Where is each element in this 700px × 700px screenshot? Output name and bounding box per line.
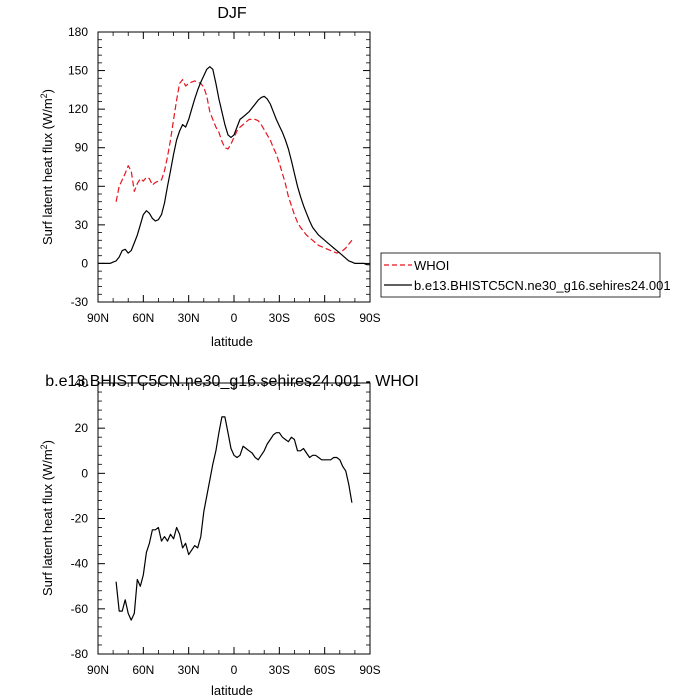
y-axis-label: Surf latent heat flux (W/m2): [39, 89, 55, 245]
plot-frame: [97, 31, 371, 303]
x-tick-label: 90N: [87, 311, 109, 325]
y-axis-label-difference: Surf latent heat flux (W/m2): [39, 440, 55, 596]
chart-legend: WHOI b.e13.BHISTC5CN.ne30_g16.sehires24.…: [380, 252, 671, 298]
y-tick-label: 180: [68, 25, 88, 39]
y-tick-label: -60: [71, 602, 89, 616]
y-axis-label-end-difference: ): [40, 440, 55, 444]
x-tick-label: 60S: [314, 311, 335, 325]
chart-title-difference: b.e13.BHISTC5CN.ne30_g16.sehires24.001 -…: [45, 373, 419, 390]
chart-panel-djf: DJF -30 0 30 60 90 120 150 180 90N 60N 30N 0 30S 60S…: [39, 5, 381, 349]
y-tick-label: 20: [75, 421, 89, 435]
legend-label-whoi: WHOI: [414, 258, 449, 273]
legend-label-model: b.e13.BHISTC5CN.ne30_g16.sehires24.001: [414, 278, 671, 293]
x-axis-ticks: 90N 60N 30N 0 30S 60S 90S: [87, 32, 381, 325]
plot-frame-difference: [97, 382, 371, 655]
x-tick-label: 60S: [314, 663, 335, 677]
x-tick-label: 0: [231, 663, 238, 677]
y-tick-label: -40: [71, 557, 89, 571]
series-line-0: [115, 416, 353, 621]
y-tick-label: 90: [75, 141, 89, 155]
y-tick-label: 60: [75, 179, 89, 193]
y-axis-ticks-difference: -80 -60 -40 -20 0 20 40: [71, 376, 370, 661]
y-axis-ticks: -30 0 30 60 90 120 150 180: [68, 25, 370, 309]
x-tick-label: 0: [231, 311, 238, 325]
y-tick-label: -20: [71, 512, 89, 526]
y-tick-label: 40: [75, 376, 89, 390]
y-tick-label: 30: [75, 218, 89, 232]
x-axis-label-difference: latitude: [211, 683, 253, 698]
series-lines: [98, 66, 370, 266]
chart-panel-difference: b.e13.BHISTC5CN.ne30_g16.sehires24.001 -…: [39, 373, 419, 698]
series-line-1: [98, 66, 370, 266]
series-line-0: [115, 78, 353, 254]
series-lines-difference: [115, 416, 353, 621]
x-tick-label: 30S: [269, 663, 290, 677]
legend-box: [380, 252, 661, 298]
x-tick-label: 30N: [178, 663, 200, 677]
y-tick-label: -30: [71, 295, 89, 309]
y-tick-label: 120: [68, 102, 88, 116]
x-tick-label: 30S: [269, 311, 290, 325]
x-tick-label: 60N: [132, 311, 154, 325]
x-tick-label: 90S: [359, 311, 380, 325]
y-tick-label: -80: [71, 647, 89, 661]
y-axis-label-superscript-difference: 2: [39, 444, 49, 449]
y-axis-label-end: ): [40, 89, 55, 93]
x-tick-label: 60N: [132, 663, 154, 677]
y-tick-label: 0: [81, 466, 88, 480]
x-axis-ticks-difference: 90N 60N 30N 0 30S 60S 90S: [87, 383, 381, 677]
x-tick-label: 90S: [359, 663, 380, 677]
chart-title: DJF: [217, 5, 247, 22]
y-tick-label: 150: [68, 64, 88, 78]
y-axis-label-superscript: 2: [39, 93, 49, 98]
x-axis-label: latitude: [211, 334, 253, 349]
y-tick-label: 0: [81, 256, 88, 270]
x-tick-label: 30N: [178, 311, 200, 325]
x-tick-label: 90N: [87, 663, 109, 677]
